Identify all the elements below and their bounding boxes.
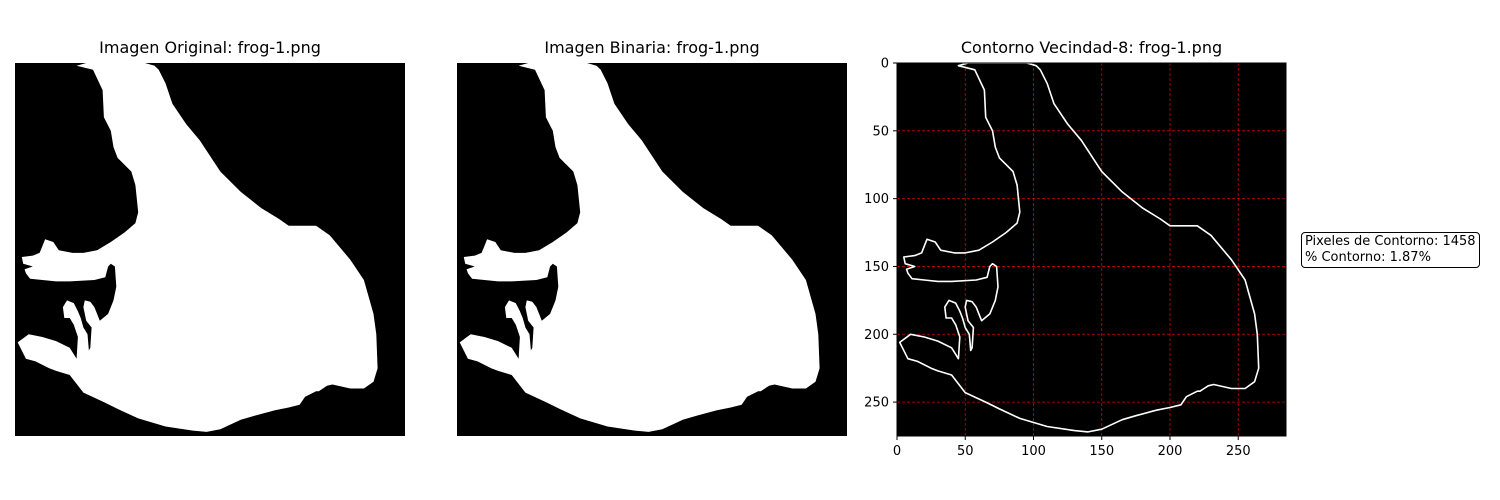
- frog-silhouette: [17, 63, 378, 432]
- contour-axes-frame: [896, 62, 1287, 437]
- contour-stats-box: Pixeles de Contorno: 1458 % Contorno: 1.…: [1301, 232, 1480, 268]
- y-tick-label: 200: [864, 328, 889, 343]
- contour-image: [897, 63, 1286, 436]
- binary-silhouette: [459, 63, 820, 432]
- x-axis: 0 50 100 150 200 250: [893, 436, 1251, 459]
- panel-title-binary: Imagen Binaria: frog-1.png: [544, 38, 760, 57]
- original-silhouette: [17, 63, 378, 432]
- x-tick-label: 200: [1158, 444, 1183, 459]
- contour-line: [898, 62, 1260, 433]
- panel-title-contour: Contorno Vecindad-8: frog-1.png: [960, 38, 1223, 57]
- panel-title-original: Imagen Original: frog-1.png: [99, 38, 321, 57]
- y-tick-label: 150: [864, 260, 889, 275]
- y-tick-label: 250: [864, 396, 889, 411]
- y-tick-label: 0: [881, 57, 889, 72]
- y-tick-label: 50: [872, 124, 889, 139]
- contour-percent-label: % Contorno: 1.87%: [1305, 250, 1431, 265]
- contour-pixels-label: Pixeles de Contorno: 1458: [1305, 234, 1476, 249]
- frog-silhouette: [459, 63, 820, 432]
- y-tick-label: 100: [864, 192, 889, 207]
- x-tick-label: 150: [1089, 444, 1114, 459]
- y-axis: 0 50 100 150 200 250: [864, 57, 897, 411]
- contour-path: [898, 62, 1260, 433]
- x-tick-label: 100: [1021, 444, 1046, 459]
- x-tick-label: 250: [1226, 444, 1251, 459]
- x-tick-label: 0: [893, 444, 901, 459]
- x-tick-label: 50: [957, 444, 974, 459]
